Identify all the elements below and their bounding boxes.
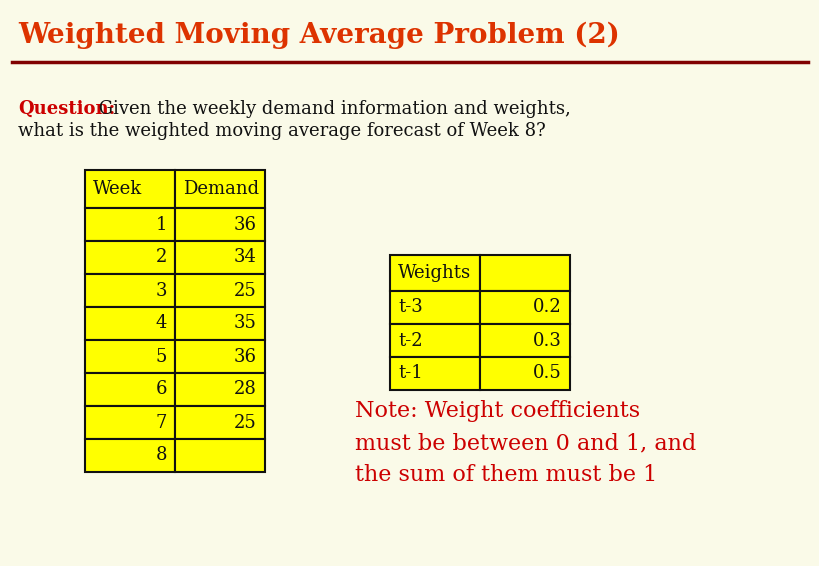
Text: 36: 36: [233, 348, 256, 366]
Bar: [85, 373, 174, 406]
Bar: [479, 255, 569, 291]
Bar: [479, 324, 569, 357]
Text: 1: 1: [156, 216, 167, 234]
Text: 35: 35: [234, 315, 256, 332]
Text: what is the weighted moving average forecast of Week 8?: what is the weighted moving average fore…: [18, 122, 545, 140]
Text: 4: 4: [156, 315, 167, 332]
Text: 0.3: 0.3: [532, 332, 561, 349]
Text: 36: 36: [233, 216, 256, 234]
Text: 34: 34: [234, 248, 256, 267]
Text: 25: 25: [234, 281, 256, 299]
Text: Demand: Demand: [183, 180, 259, 198]
Text: 7: 7: [156, 414, 167, 431]
Bar: [390, 324, 479, 357]
Text: 8: 8: [156, 447, 167, 465]
Bar: [390, 357, 479, 390]
Text: Question:: Question:: [18, 100, 115, 118]
Text: 3: 3: [156, 281, 167, 299]
Text: Weighted Moving Average Problem (2): Weighted Moving Average Problem (2): [18, 22, 619, 49]
Text: 2: 2: [156, 248, 167, 267]
Text: 6: 6: [156, 380, 167, 398]
Bar: [85, 439, 174, 472]
Text: 0.5: 0.5: [532, 365, 561, 383]
Text: t-3: t-3: [397, 298, 423, 316]
Bar: [390, 291, 479, 324]
Text: Week: Week: [93, 180, 142, 198]
Bar: [479, 291, 569, 324]
Bar: [85, 274, 174, 307]
Bar: [85, 406, 174, 439]
Bar: [174, 406, 265, 439]
Bar: [174, 307, 265, 340]
Bar: [174, 373, 265, 406]
Bar: [174, 274, 265, 307]
Text: 0.2: 0.2: [532, 298, 561, 316]
Text: t-2: t-2: [397, 332, 422, 349]
Text: Weights: Weights: [397, 264, 471, 282]
Text: t-1: t-1: [397, 365, 423, 383]
Text: Note: Weight coefficients
must be between 0 and 1, and
the sum of them must be 1: Note: Weight coefficients must be betwee…: [355, 400, 695, 486]
Text: 5: 5: [156, 348, 167, 366]
Bar: [85, 170, 174, 208]
Bar: [174, 208, 265, 241]
Bar: [390, 255, 479, 291]
Bar: [174, 439, 265, 472]
Bar: [174, 340, 265, 373]
Bar: [85, 307, 174, 340]
Bar: [85, 208, 174, 241]
Text: Given the weekly demand information and weights,: Given the weekly demand information and …: [93, 100, 570, 118]
Text: 28: 28: [234, 380, 256, 398]
Bar: [479, 357, 569, 390]
Bar: [85, 340, 174, 373]
Bar: [174, 241, 265, 274]
Bar: [85, 241, 174, 274]
Text: 25: 25: [234, 414, 256, 431]
Bar: [174, 170, 265, 208]
